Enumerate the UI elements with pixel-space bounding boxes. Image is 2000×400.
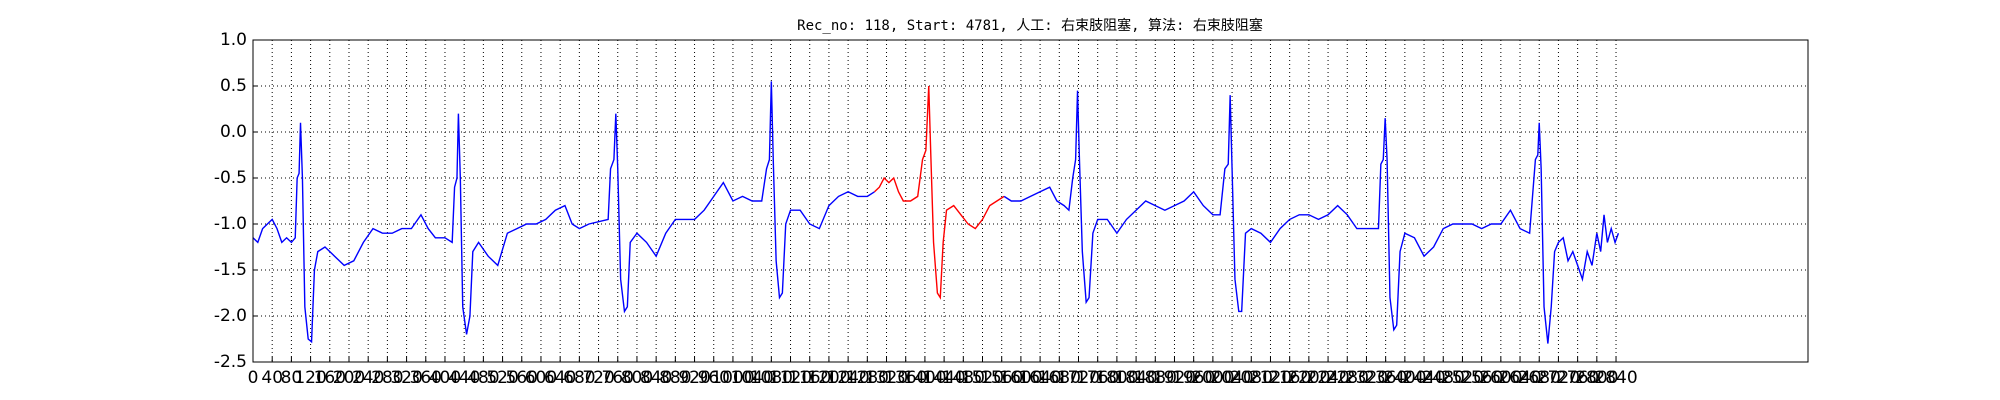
x-tick-label: 760 xyxy=(602,368,634,388)
x-tick-label: 1880 xyxy=(1134,368,1177,388)
x-tick-label: 1680 xyxy=(1038,368,1081,388)
x-tick-label: 960 xyxy=(698,368,730,388)
x-tick-label: 2520 xyxy=(1441,368,1484,388)
x-tick-label: 120 xyxy=(294,368,326,388)
x-tick-label: 360 xyxy=(410,368,442,388)
x-tick-label: 2560 xyxy=(1460,368,1503,388)
x-tick-label: 1520 xyxy=(961,368,1004,388)
x-tick-label: 2080 xyxy=(1230,368,1273,388)
x-tick-label: 2840 xyxy=(1594,368,1637,388)
y-tick-label: -0.5 xyxy=(214,168,247,188)
x-tick-label: 2800 xyxy=(1575,368,1618,388)
x-tick-label: 2280 xyxy=(1326,368,1369,388)
x-tick-label: 2720 xyxy=(1537,368,1580,388)
x-tick-label: 1400 xyxy=(903,368,946,388)
x-tick-label: 1720 xyxy=(1057,368,1100,388)
x-tick-label: 2200 xyxy=(1287,368,1330,388)
x-tick-label: 480 xyxy=(467,368,499,388)
ecg-line xyxy=(874,85,1005,300)
x-tick-label: 1840 xyxy=(1114,368,1157,388)
x-tick-label: 1160 xyxy=(788,368,831,388)
x-tick-label: 2120 xyxy=(1249,368,1292,388)
x-tick-label: 1040 xyxy=(731,368,774,388)
x-tick-label: 1000 xyxy=(711,368,754,388)
x-tick-label: 1640 xyxy=(1018,368,1061,388)
y-tick-label: -2.5 xyxy=(214,352,247,372)
x-tick-label: 800 xyxy=(621,368,653,388)
x-tick-label: 1320 xyxy=(865,368,908,388)
x-tick-label: 2680 xyxy=(1518,368,1561,388)
x-tick-label: 560 xyxy=(506,368,538,388)
tick-labels: 1.00.50.0-0.5-1.0-1.5-2.0-2.50 4080120160… xyxy=(214,30,1638,388)
x-tick-label: 2040 xyxy=(1210,368,1253,388)
ecg-line xyxy=(252,81,875,344)
x-tick-label: 1600 xyxy=(999,368,1042,388)
x-tick-label: 1080 xyxy=(750,368,793,388)
x-tick-label: 1240 xyxy=(826,368,869,388)
x-tick-label: 2400 xyxy=(1383,368,1426,388)
x-tick-label: 600 xyxy=(525,368,557,388)
x-tick-label: 2600 xyxy=(1479,368,1522,388)
x-tick-label: 200 xyxy=(333,368,365,388)
x-tick-label: 2640 xyxy=(1498,368,1541,388)
x-tick-label: 520 xyxy=(486,368,518,388)
x-tick-label: 240 xyxy=(352,368,384,388)
x-tick-label: 1960 xyxy=(1172,368,1215,388)
x-tick-label: 1760 xyxy=(1076,368,1119,388)
x-tick-label: 840 xyxy=(640,368,672,388)
x-tick-label: 2240 xyxy=(1306,368,1349,388)
x-tick-label: 2160 xyxy=(1268,368,1311,388)
x-tick-label: 400 xyxy=(429,368,461,388)
y-tick-label: 0.5 xyxy=(220,76,247,96)
x-tick-label: 2360 xyxy=(1364,368,1407,388)
y-tick-label: -1.0 xyxy=(214,214,247,234)
x-tick-label: 2000 xyxy=(1191,368,1234,388)
x-tick-label: 720 xyxy=(582,368,614,388)
x-tick-label: 1200 xyxy=(807,368,850,388)
x-tick-label: 1360 xyxy=(884,368,927,388)
x-tick-label: 1800 xyxy=(1095,368,1138,388)
ecg-line xyxy=(1003,90,1620,344)
x-tick-label: 2480 xyxy=(1422,368,1465,388)
y-tick-label: -1.5 xyxy=(214,260,247,280)
x-tick-label: 1280 xyxy=(846,368,889,388)
x-tick-label: 2440 xyxy=(1402,368,1445,388)
x-tick-label: 2320 xyxy=(1345,368,1388,388)
x-tick-label: 1920 xyxy=(1153,368,1196,388)
x-tick-label: 280 xyxy=(371,368,403,388)
x-tick-label: 320 xyxy=(390,368,422,388)
x-tick-label: 1120 xyxy=(769,368,812,388)
x-tick-label: 40 xyxy=(261,368,283,388)
x-tick-label: 80 xyxy=(281,368,303,388)
x-tick-label: 880 xyxy=(659,368,691,388)
x-tick-label: 440 xyxy=(448,368,480,388)
y-tick-label: 0.0 xyxy=(220,122,247,142)
x-tick-label: 1560 xyxy=(980,368,1023,388)
x-tick-label: 1440 xyxy=(922,368,965,388)
grid xyxy=(252,39,1808,363)
plot-frame xyxy=(252,39,1809,363)
x-tick-label: 0 xyxy=(248,368,259,388)
x-tick-label: 680 xyxy=(563,368,595,388)
y-tick-label: -2.0 xyxy=(214,306,247,326)
x-tick-label: 640 xyxy=(544,368,576,388)
chart-title: Rec_no: 118, Start: 4781, 人工: 右束肢阻塞, 算法:… xyxy=(797,17,1263,34)
y-tick-label: 1.0 xyxy=(220,30,247,50)
x-tick-label: 920 xyxy=(678,368,710,388)
x-tick-label: 160 xyxy=(314,368,346,388)
x-tick-label: 2760 xyxy=(1556,368,1599,388)
plot-lines xyxy=(252,81,1620,344)
x-tick-label: 1480 xyxy=(942,368,985,388)
